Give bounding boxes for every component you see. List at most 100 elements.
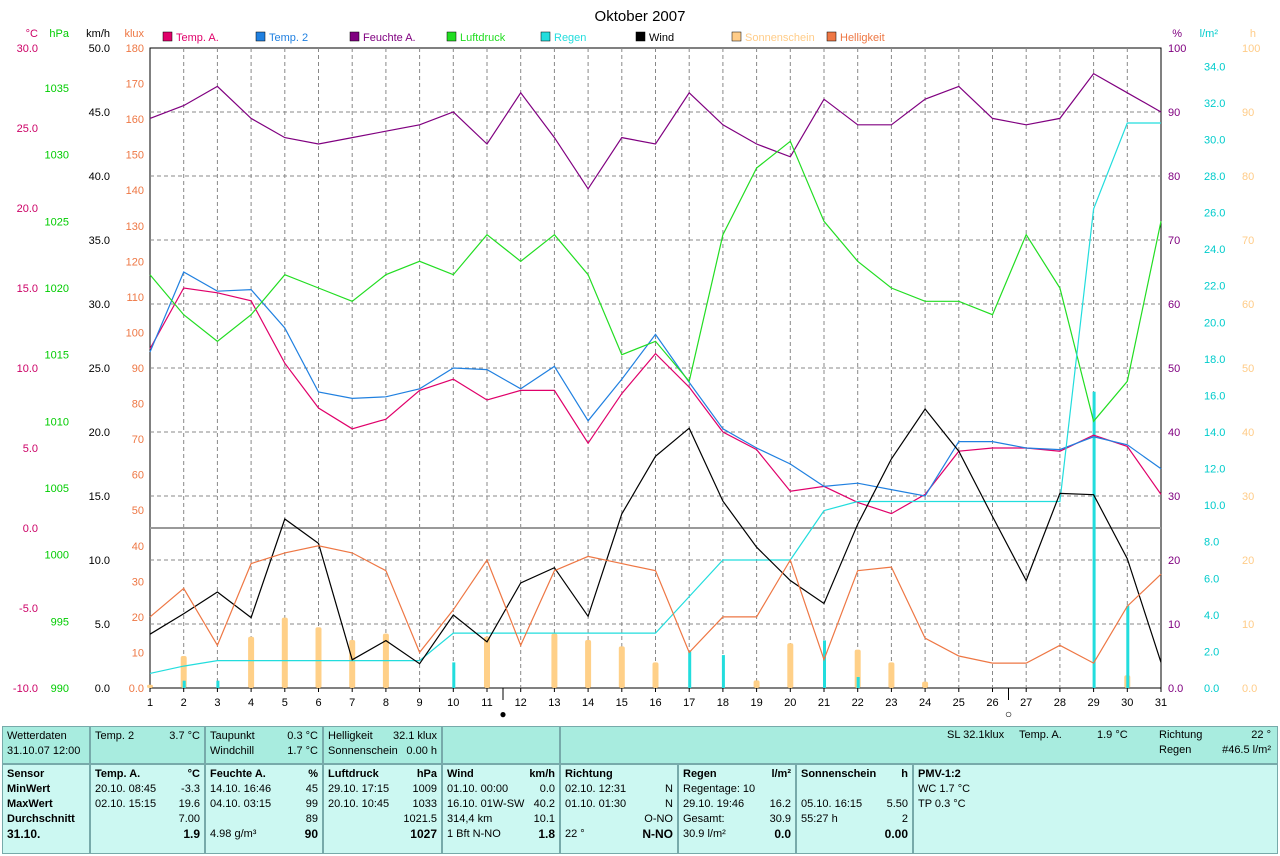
luft-unit: hPa [416,768,437,780]
tempa-label: Temp. A. [1019,729,1062,741]
y-tick-label: 5.0 [95,619,110,631]
feuchte-min-value: 45 [305,783,318,795]
panel-temp2: Temp. 2 3.7 °C [90,726,205,764]
y-tick-label: 30.0 [1204,134,1225,146]
y-tick-label: 0.0 [129,683,144,695]
moon-phase-icon: ● [499,707,506,720]
richtung-min-value: N [665,783,673,795]
y-tick-label: 1005 [45,483,69,495]
y-tick-label: 1020 [45,283,69,295]
pmv-head: PMV-1:2 [918,768,961,780]
temp-avg-value: 7.00 [178,813,200,825]
panel-luftdruck: Luftdruck hPa 29.10. 17:15 1009 20.10. 10:… [323,764,442,854]
sunshine-bar [147,684,153,688]
x-tick-label: 23 [885,697,897,709]
y-tick-label: 140 [126,185,144,197]
richtung-deg: 22 ° [565,828,585,840]
y-tick-label: 30 [1242,491,1254,503]
x-tick-label: 2 [181,697,187,709]
sonne-max-value: 5.50 [886,798,908,810]
y-tick-label: 1035 [45,83,69,95]
y-tick-label: 70 [132,434,144,446]
x-tick-label: 25 [953,697,965,709]
x-tick-label: 28 [1054,697,1066,709]
axis-unit-label: km/h [86,28,110,40]
y-tick-label: 6.0 [1204,573,1219,585]
x-tick-label: 27 [1020,697,1032,709]
feuchte-min-time: 14.10. 16:46 [210,783,272,795]
y-tick-label: 1010 [45,416,69,428]
sonne-max-time: 05.10. 16:15 [801,798,863,810]
x-tick-label: 6 [315,697,321,709]
wind-avg-value: 10.1 [533,813,555,825]
y-tick-label: 40 [1242,427,1254,439]
y-tick-label: 34.0 [1204,61,1225,73]
helligkeit-label: Helligkeit [328,730,373,742]
temp-max-value: 19.6 [178,798,200,810]
regen-unit: l/m² [771,768,791,780]
y-tick-label: 15.0 [89,491,110,503]
y-tick-label: 12.0 [1204,464,1225,476]
x-tick-label: 12 [515,697,527,709]
panel-empty [442,726,560,764]
y-tick-label: 20.0 [89,427,110,439]
sunshine-bar [180,656,187,688]
panel-helligkeit: Helligkeit 32.1 klux Sonnenschein 0.00 h [323,726,442,764]
y-tick-label: 70 [1242,235,1254,247]
series-line-temp-a- [149,287,1162,515]
y-tick-label: 24.0 [1204,244,1225,256]
y-tick-label: 5.0 [23,443,38,455]
y-tick-label: 20.0 [1204,317,1225,329]
regen-head: Regen [683,768,717,780]
y-tick-label: 0.0 [1168,683,1183,695]
y-tick-label: 40 [1168,427,1180,439]
feuchte-max-time: 04.10. 03:15 [210,798,272,810]
wind-head: Wind [447,768,474,780]
legend-label: Temp. 2 [269,32,308,44]
y-tick-label: 80 [1168,171,1180,183]
x-tick-label: 3 [214,697,220,709]
panel-regen: Regen l/m² Regentage: 10 29.10. 19:46 16.2… [678,764,796,854]
sonnenschein-label: Sonnenschein [328,745,398,757]
y-tick-label: 1015 [45,350,69,362]
sunshine-bar [888,662,895,688]
rain-bar [452,662,456,688]
sunshine-bar [787,643,794,688]
y-tick-label: 30 [132,576,144,588]
x-tick-label: 15 [616,697,628,709]
y-tick-label: 20 [1242,555,1254,567]
y-tick-label: 10.0 [1204,500,1225,512]
rain-bar [856,677,860,688]
panel-wetterdaten: Wetterdaten 31.10.07 12:00 [2,726,90,764]
regen-gesamt-label: Gesamt: [683,813,725,825]
y-tick-label: 70 [1168,235,1180,247]
legend-label: Sonnenschein [745,32,815,44]
y-tick-label: 18.0 [1204,354,1225,366]
moon-phase-icon: ○ [1005,707,1012,720]
feuchte-avg-value: 89 [305,813,318,825]
y-tick-label: 100 [1242,43,1260,55]
sunshine-bar [753,680,760,688]
y-tick-label: 25.0 [17,123,38,135]
x-tick-label: 5 [282,697,288,709]
regen-value: #46.5 l/m² [1222,744,1271,756]
sunshine-bar [281,617,288,688]
panel-wind: Wind km/h 01.10. 00:00 0.0 16.10. 01W-SW 40… [442,764,560,854]
panel-richtung: Richtung 02.10. 12:31 N 01.10. 01:30 N O-N… [560,764,678,854]
richtung-avg-value: O-NO [644,813,673,825]
y-tick-label: 1000 [45,550,69,562]
y-tick-label: 50 [1242,363,1254,375]
y-tick-label: 10 [1168,619,1180,631]
axis-unit-label: klux [124,28,144,40]
panel-pmv: PMV-1:2 WC 1.7 °C TP 0.3 °C [913,764,1278,854]
series-line-feuchte-a- [149,72,1162,190]
luft-max-value: 1033 [412,798,437,810]
luft-min-value: 1009 [412,783,437,795]
series-line-temp-2 [149,271,1162,497]
feuchte-abs: 4.98 g/m³ [210,828,257,840]
rain-bar [1126,605,1130,688]
regen-label: Regen [1159,744,1192,756]
wind-distance: 314,4 km [447,813,493,825]
y-tick-label: 50.0 [89,43,110,55]
rain-bar [823,640,826,688]
